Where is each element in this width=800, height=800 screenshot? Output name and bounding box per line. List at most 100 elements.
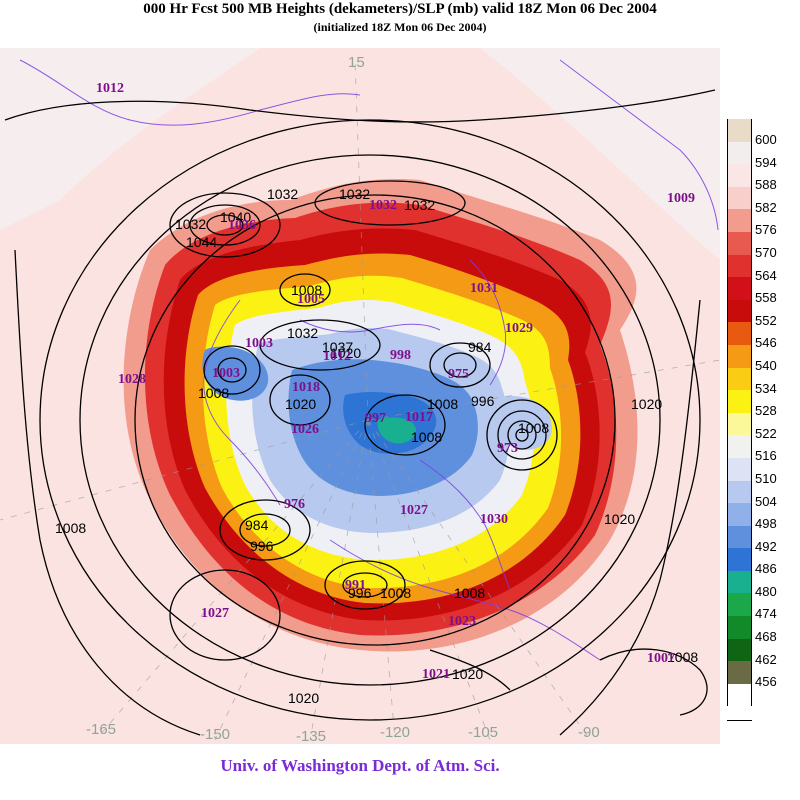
legend-swatch <box>727 503 752 526</box>
coastlines <box>19 59 719 661</box>
legend-row: 588 <box>727 164 797 192</box>
slp-label: 1008 <box>454 585 485 601</box>
coastline-canada <box>419 459 511 591</box>
legend-row: 552 <box>727 299 797 328</box>
legend-row: 594 <box>727 141 797 170</box>
legend-swatch <box>727 254 752 278</box>
center-label: 1023 <box>448 614 476 629</box>
slp-contour-9 <box>497 410 547 460</box>
legend-label: 564 <box>755 267 777 283</box>
slp-label: 1008 <box>518 420 549 436</box>
slp-label: 1037 <box>322 339 353 355</box>
slp-label: 1020 <box>330 345 361 361</box>
center-label: 1027 <box>400 503 428 518</box>
coastline-alaska <box>203 299 281 506</box>
slp-label: 1020 <box>631 396 662 412</box>
legend-swatch <box>727 390 752 413</box>
center-label: 1036 <box>228 218 256 233</box>
legend-row: 504 <box>727 480 797 509</box>
legend-swatch <box>727 480 752 504</box>
legend-row: 582 <box>727 186 797 215</box>
legend-bottom-border <box>727 720 752 721</box>
center-label: 1030 <box>480 512 508 527</box>
legend-label: 492 <box>755 538 777 554</box>
slp-label: 1008 <box>380 585 411 601</box>
slp-contour-19 <box>239 513 291 547</box>
credit-line: Univ. of Washington Dept. of Atm. Sci. <box>220 756 500 775</box>
slp-label: 1008 <box>427 396 458 412</box>
legend-row: 540 <box>727 344 797 373</box>
slp-contour-16 <box>324 560 406 610</box>
legend-swatch <box>727 231 752 255</box>
legend-swatch <box>727 186 752 210</box>
slp-contours <box>4 89 716 736</box>
legend-row: 510 <box>727 457 797 486</box>
slp-contour-11 <box>515 428 529 442</box>
legend-row: 546 <box>727 322 797 350</box>
slp-contour-27 <box>559 299 701 736</box>
center-label: 991 <box>345 578 366 593</box>
slp-contour-12 <box>429 342 491 388</box>
slp-contour-29 <box>429 649 511 691</box>
legend-label: 546 <box>755 335 777 351</box>
legend-label: 468 <box>755 629 777 645</box>
legend-label: 516 <box>755 448 777 464</box>
slp-contour-7 <box>314 180 466 226</box>
legend-label: 594 <box>755 154 777 170</box>
center-label: 973 <box>497 441 518 456</box>
legend-label: 570 <box>755 244 777 260</box>
slp-contour-25 <box>4 89 716 123</box>
pressure-center-label-layer: 1012 1009 1036 1032 1031 1005 1029 1003 … <box>96 81 695 682</box>
legend-label: 528 <box>755 403 777 419</box>
legend-label: 588 <box>755 177 777 193</box>
meridian-15 <box>354 59 369 421</box>
legend-row: 570 <box>727 231 797 260</box>
legend-swatch <box>727 548 752 571</box>
slp-label: 1008 <box>55 520 86 536</box>
graticule <box>0 59 720 741</box>
legend-swatch <box>727 616 752 639</box>
legend-row <box>727 683 797 707</box>
center-label: 998 <box>390 348 411 363</box>
legend-row: 576 <box>727 209 797 237</box>
center-label: 1017 <box>405 410 433 425</box>
legend-swatch <box>727 367 752 391</box>
legend-label: 456 <box>755 674 777 690</box>
legend-swatch <box>727 683 752 707</box>
legend-label: 558 <box>755 290 777 306</box>
legend-label: 504 <box>755 493 777 509</box>
slp-label: 1020 <box>604 511 635 527</box>
legend-row: 564 <box>727 254 797 283</box>
longitude-label-layer: 15 -165 -150 -135 -120 -105 -90 <box>86 54 600 744</box>
legend-label: 480 <box>755 583 777 599</box>
color-legend: 600 594 588 582 576 570 564 558 552 546 540 534 528 5… <box>727 119 797 707</box>
slp-contour-28 <box>599 648 708 716</box>
slp-label: 984 <box>468 339 492 355</box>
slp-contour-18 <box>219 499 311 561</box>
slp-contour-17 <box>342 572 388 598</box>
slp-contour-23 <box>259 319 381 371</box>
center-label: 1012 <box>323 349 351 364</box>
center-label: 976 <box>284 497 305 512</box>
center-label: 1027 <box>201 606 229 621</box>
legend-swatch <box>727 141 752 165</box>
polar-map: 1032 1032 1032 1032 1040 1044 1008 1032 … <box>0 48 720 744</box>
longitude-label: -165 <box>86 721 116 738</box>
center-label: 1026 <box>291 422 319 437</box>
slp-label: 1020 <box>288 690 319 706</box>
coastline-north-america <box>329 539 601 661</box>
slp-label: 996 <box>348 585 372 601</box>
slp-contour-14 <box>203 345 261 395</box>
center-label: 1032 <box>369 198 397 213</box>
legend-row: 516 <box>727 435 797 463</box>
slp-label: 984 <box>245 517 269 533</box>
legend-swatch <box>727 593 752 617</box>
meridian-120 <box>367 419 396 741</box>
slp-label: 1008 <box>291 282 322 298</box>
center-label: 1007 <box>647 651 675 666</box>
meridian-135 <box>309 419 369 741</box>
legend-swatch <box>727 344 752 368</box>
legend-swatch <box>727 525 752 549</box>
legend-label: 534 <box>755 380 777 396</box>
legend-label: 576 <box>755 222 777 238</box>
